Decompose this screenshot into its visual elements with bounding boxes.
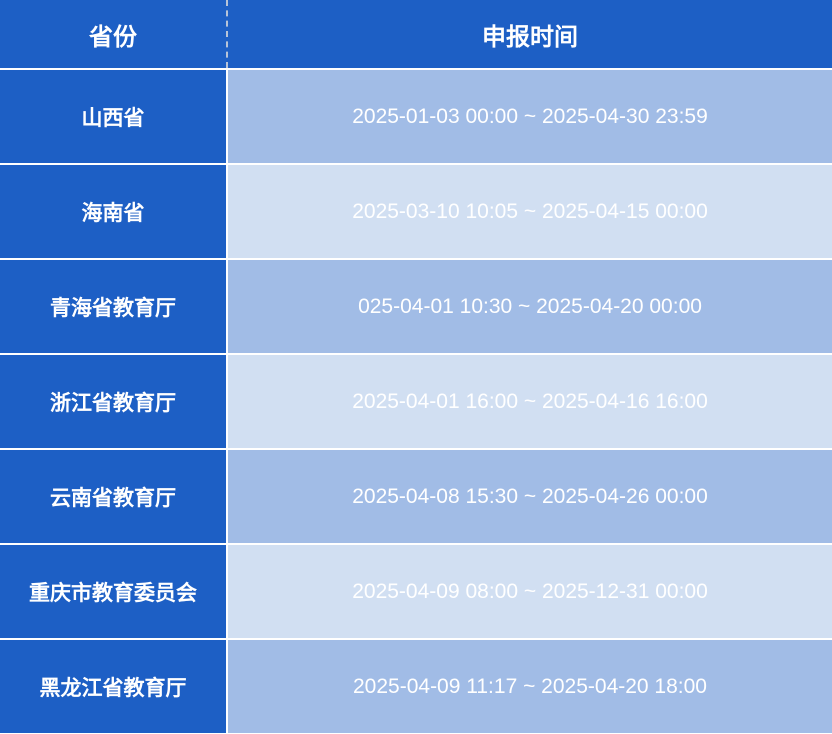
province-cell: 浙江省教育厅 (0, 355, 226, 448)
province-cell: 重庆市教育委员会 (0, 545, 226, 638)
table-row: 云南省教育厅 2025-04-08 15:30 ~ 2025-04-26 00:… (0, 450, 832, 543)
province-cell: 云南省教育厅 (0, 450, 226, 543)
time-cell: 2025-04-08 15:30 ~ 2025-04-26 00:00 (228, 450, 832, 543)
table-row: 海南省 2025-03-10 10:05 ~ 2025-04-15 00:00 (0, 165, 832, 258)
time-cell: 025-04-01 10:30 ~ 2025-04-20 00:00 (228, 260, 832, 353)
time-cell: 2025-04-09 11:17 ~ 2025-04-20 18:00 (228, 640, 832, 733)
province-cell: 青海省教育厅 (0, 260, 226, 353)
header-province: 省份 (0, 0, 228, 68)
table-row: 山西省 2025-01-03 00:00 ~ 2025-04-30 23:59 (0, 70, 832, 163)
province-cell: 黑龙江省教育厅 (0, 640, 226, 733)
table-row: 浙江省教育厅 2025-04-01 16:00 ~ 2025-04-16 16:… (0, 355, 832, 448)
table-row: 青海省教育厅 025-04-01 10:30 ~ 2025-04-20 00:0… (0, 260, 832, 353)
time-cell: 2025-04-01 16:00 ~ 2025-04-16 16:00 (228, 355, 832, 448)
table-header: 省份 申报时间 (0, 0, 832, 68)
table-row: 重庆市教育委员会 2025-04-09 08:00 ~ 2025-12-31 0… (0, 545, 832, 638)
province-cell: 海南省 (0, 165, 226, 258)
table-row: 黑龙江省教育厅 2025-04-09 11:17 ~ 2025-04-20 18… (0, 640, 832, 733)
time-cell: 2025-04-09 08:00 ~ 2025-12-31 00:00 (228, 545, 832, 638)
header-time: 申报时间 (228, 0, 832, 68)
time-cell: 2025-03-10 10:05 ~ 2025-04-15 00:00 (228, 165, 832, 258)
time-cell: 2025-01-03 00:00 ~ 2025-04-30 23:59 (228, 70, 832, 163)
province-cell: 山西省 (0, 70, 226, 163)
